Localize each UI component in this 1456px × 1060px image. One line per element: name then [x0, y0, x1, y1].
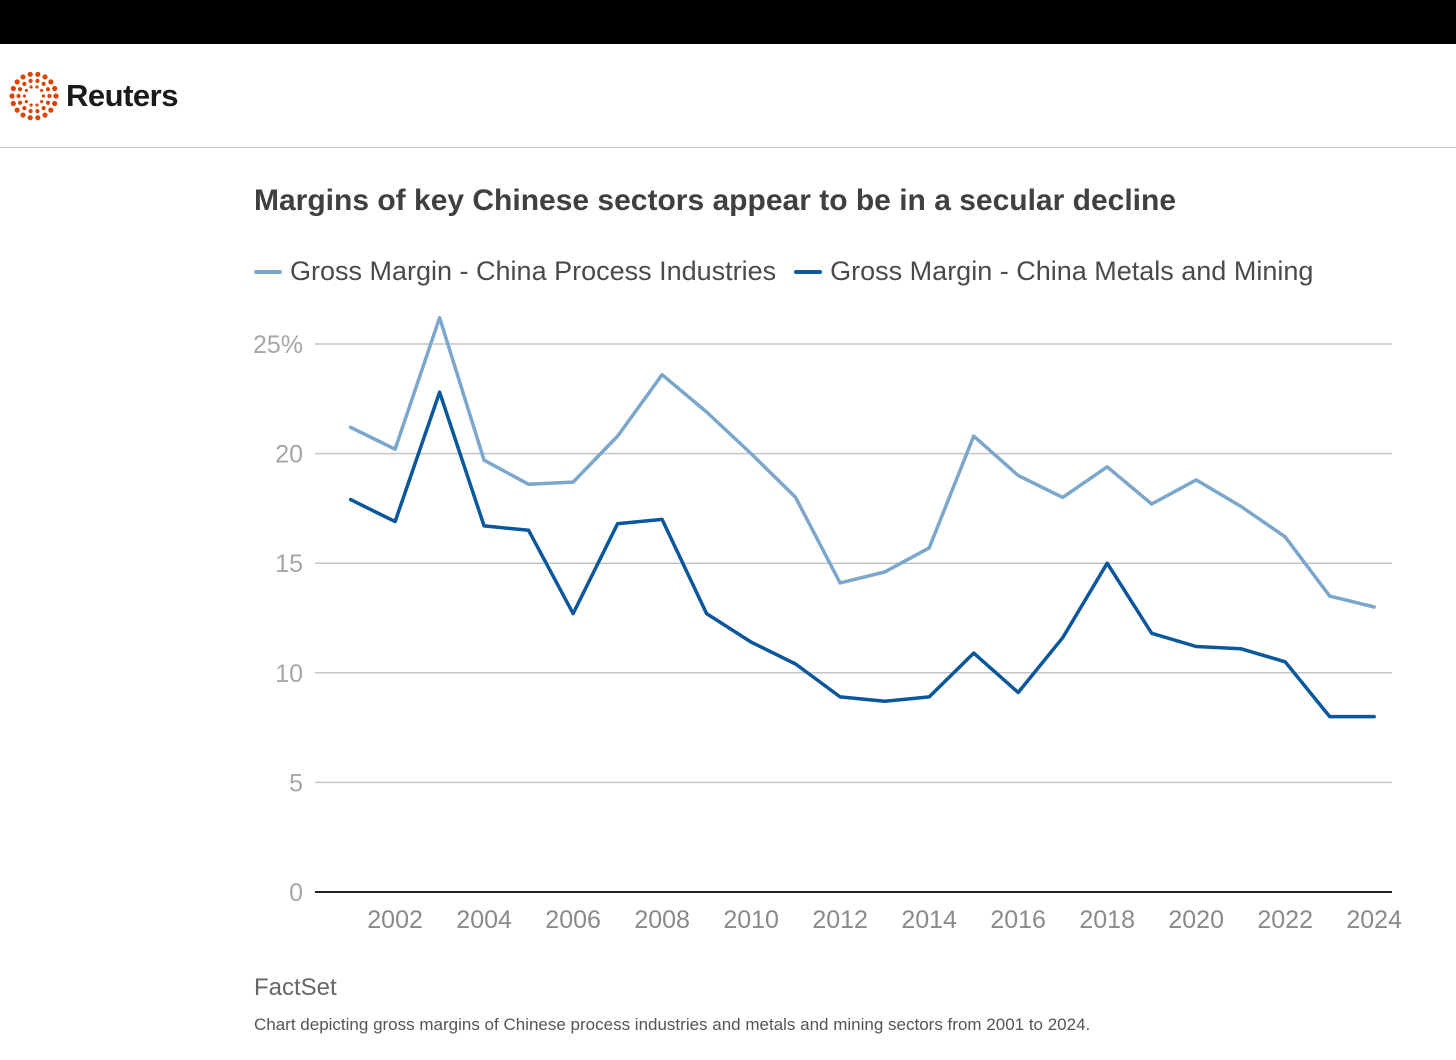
y-tick-label: 5 [289, 769, 303, 797]
logo-dot [42, 112, 48, 118]
logo-dot [20, 112, 26, 118]
logo-dot [41, 106, 46, 111]
y-tick-label: 20 [275, 441, 303, 469]
series-line-process-industries [348, 315, 1376, 609]
x-tick-label: 2002 [367, 906, 423, 934]
logo-dot [52, 100, 58, 107]
reuters-brand[interactable]: Reuters [8, 68, 178, 124]
logo-dot [24, 88, 28, 93]
logo-dot [10, 85, 16, 92]
series-line-metals-mining [348, 390, 1376, 719]
logo-dot [22, 106, 27, 111]
logo-dot [45, 100, 51, 105]
x-tick-label: 2012 [812, 906, 868, 934]
x-tick-label: 2022 [1257, 906, 1313, 934]
legend-item-process-industries: Gross Margin - China Process Industries [254, 256, 776, 287]
logo-dot [14, 107, 20, 113]
logo-dot [48, 79, 54, 85]
logo-dot [42, 74, 48, 80]
x-tick-label: 2016 [990, 906, 1046, 934]
logo-dot [41, 81, 46, 86]
logo-dot [45, 87, 51, 92]
y-tick-label: 15 [275, 550, 303, 578]
reuters-logo-icon [9, 71, 59, 121]
logo-dot [41, 94, 46, 98]
logo-dot [24, 99, 28, 104]
legend-label-process-industries: Gross Margin - China Process Industries [290, 256, 777, 286]
logo-dot [35, 103, 39, 107]
logo-dot [17, 100, 23, 105]
logo-dot [10, 100, 16, 107]
top-bar [0, 0, 1456, 44]
x-tick-label: 2010 [723, 906, 779, 934]
logo-dot [29, 103, 33, 107]
y-tick-label: 25% [253, 331, 303, 359]
chart-caption: Chart depicting gross margins of Chinese… [254, 1015, 1091, 1034]
x-tick-label: 2004 [456, 906, 512, 934]
legend-swatch-process-industries [254, 269, 282, 274]
logo-dot [14, 79, 20, 85]
brand-name: Reuters [66, 78, 178, 113]
logo-dot [20, 74, 26, 80]
legend-item-metals-mining: Gross Margin - China Metals and Mining [794, 256, 1313, 287]
header-divider [0, 147, 1456, 148]
chart-title: Margins of key Chinese sectors appear to… [254, 184, 1177, 217]
x-tick-label: 2008 [634, 906, 690, 934]
logo-dot [35, 109, 40, 114]
chart-legend: Gross Margin - China Process Industries … [254, 256, 1331, 287]
logo-dot [40, 99, 44, 104]
logo-dot [47, 93, 52, 99]
logo-dot [22, 94, 27, 98]
logo-dot [52, 85, 58, 92]
logo-dot [35, 115, 41, 121]
x-tick-label: 2018 [1079, 906, 1135, 934]
logo-dot [27, 115, 33, 121]
logo-dot [29, 85, 33, 89]
logo-dot [53, 93, 59, 99]
logo-dot [35, 85, 39, 89]
logo-dot [27, 71, 33, 77]
y-tick-label: 10 [275, 660, 303, 688]
legend-label-metals-mining: Gross Margin - China Metals and Mining [830, 256, 1314, 286]
x-tick-label: 2006 [545, 906, 601, 934]
logo-dot [35, 71, 41, 77]
logo-dot [22, 81, 27, 86]
logo-dot [28, 109, 33, 114]
logo-dot [17, 87, 23, 92]
logo-dot [35, 78, 40, 83]
logo-dot [9, 93, 15, 99]
x-tick-label: 2020 [1168, 906, 1224, 934]
logo-dot [28, 78, 33, 83]
logo-dot [48, 107, 54, 113]
logo-dot [40, 88, 44, 93]
source-label: FactSet [254, 974, 337, 1001]
y-tick-label: 0 [289, 879, 303, 907]
x-tick-label: 2024 [1346, 906, 1402, 934]
x-tick-label: 2014 [901, 906, 957, 934]
legend-swatch-metals-mining [794, 269, 823, 274]
logo-dot [16, 93, 21, 99]
